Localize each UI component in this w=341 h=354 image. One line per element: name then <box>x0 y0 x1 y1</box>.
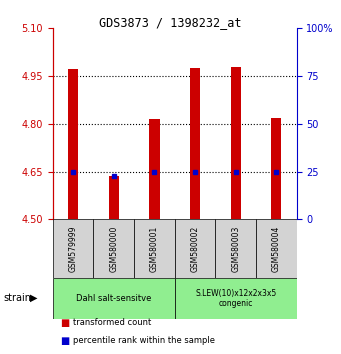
Text: GSM579999: GSM579999 <box>69 225 78 272</box>
Bar <box>68 69 78 219</box>
Bar <box>175 278 297 319</box>
Bar <box>256 219 297 278</box>
Text: Dahl salt-sensitve: Dahl salt-sensitve <box>76 294 151 303</box>
Bar <box>53 219 93 278</box>
Text: percentile rank within the sample: percentile rank within the sample <box>73 336 215 345</box>
Bar <box>231 67 241 219</box>
Text: GDS3873 / 1398232_at: GDS3873 / 1398232_at <box>99 16 242 29</box>
Bar <box>175 219 216 278</box>
Text: ■: ■ <box>60 318 69 328</box>
Bar <box>216 219 256 278</box>
Text: strain: strain <box>3 293 31 303</box>
Bar <box>149 119 160 219</box>
Text: ▶: ▶ <box>30 293 38 303</box>
Bar <box>93 219 134 278</box>
Text: GSM580001: GSM580001 <box>150 225 159 272</box>
Bar <box>190 68 200 219</box>
Bar <box>109 176 119 219</box>
Bar <box>134 219 175 278</box>
Bar <box>53 278 175 319</box>
Text: transformed count: transformed count <box>73 318 151 327</box>
Text: GSM580002: GSM580002 <box>191 225 199 272</box>
Text: GSM580004: GSM580004 <box>272 225 281 272</box>
Text: GSM580003: GSM580003 <box>231 225 240 272</box>
Text: ■: ■ <box>60 336 69 346</box>
Bar <box>271 118 281 219</box>
Text: S.LEW(10)x12x2x3x5
congenic: S.LEW(10)x12x2x3x5 congenic <box>195 289 276 308</box>
Text: GSM580000: GSM580000 <box>109 225 118 272</box>
